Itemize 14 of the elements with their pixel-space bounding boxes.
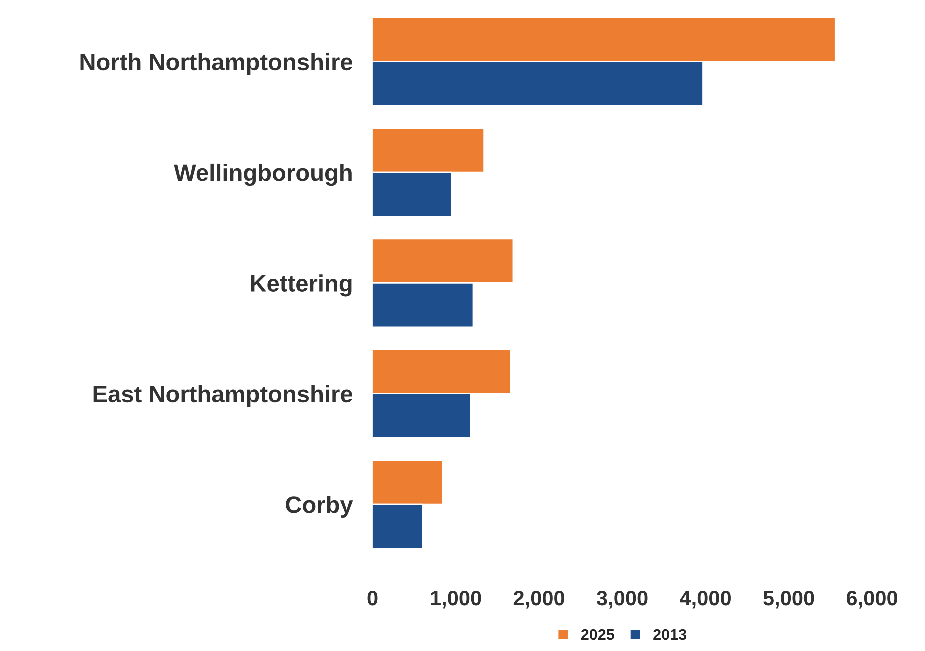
y-tick-label: Corby	[286, 496, 354, 518]
x-tick-label: 5,000	[764, 590, 814, 609]
x-tick-label: 3,000	[596, 590, 648, 609]
y-tick-label: Kettering	[251, 274, 352, 297]
x-tick-label: 6,000	[846, 590, 898, 609]
x-tick-label: 1,000	[431, 590, 482, 609]
y-tick-label: East Northamptonshire	[94, 385, 353, 408]
x-tick-label: 0	[368, 590, 378, 606]
legend-label: 2025	[581, 629, 614, 640]
x-tick-label: 2,000	[514, 590, 564, 609]
x-tick-label: 4,000	[680, 590, 731, 609]
y-tick-label: North Northamptonshire	[80, 53, 353, 76]
legend-label: 2013	[654, 629, 687, 640]
y-tick-label: Wellingborough	[174, 164, 352, 186]
